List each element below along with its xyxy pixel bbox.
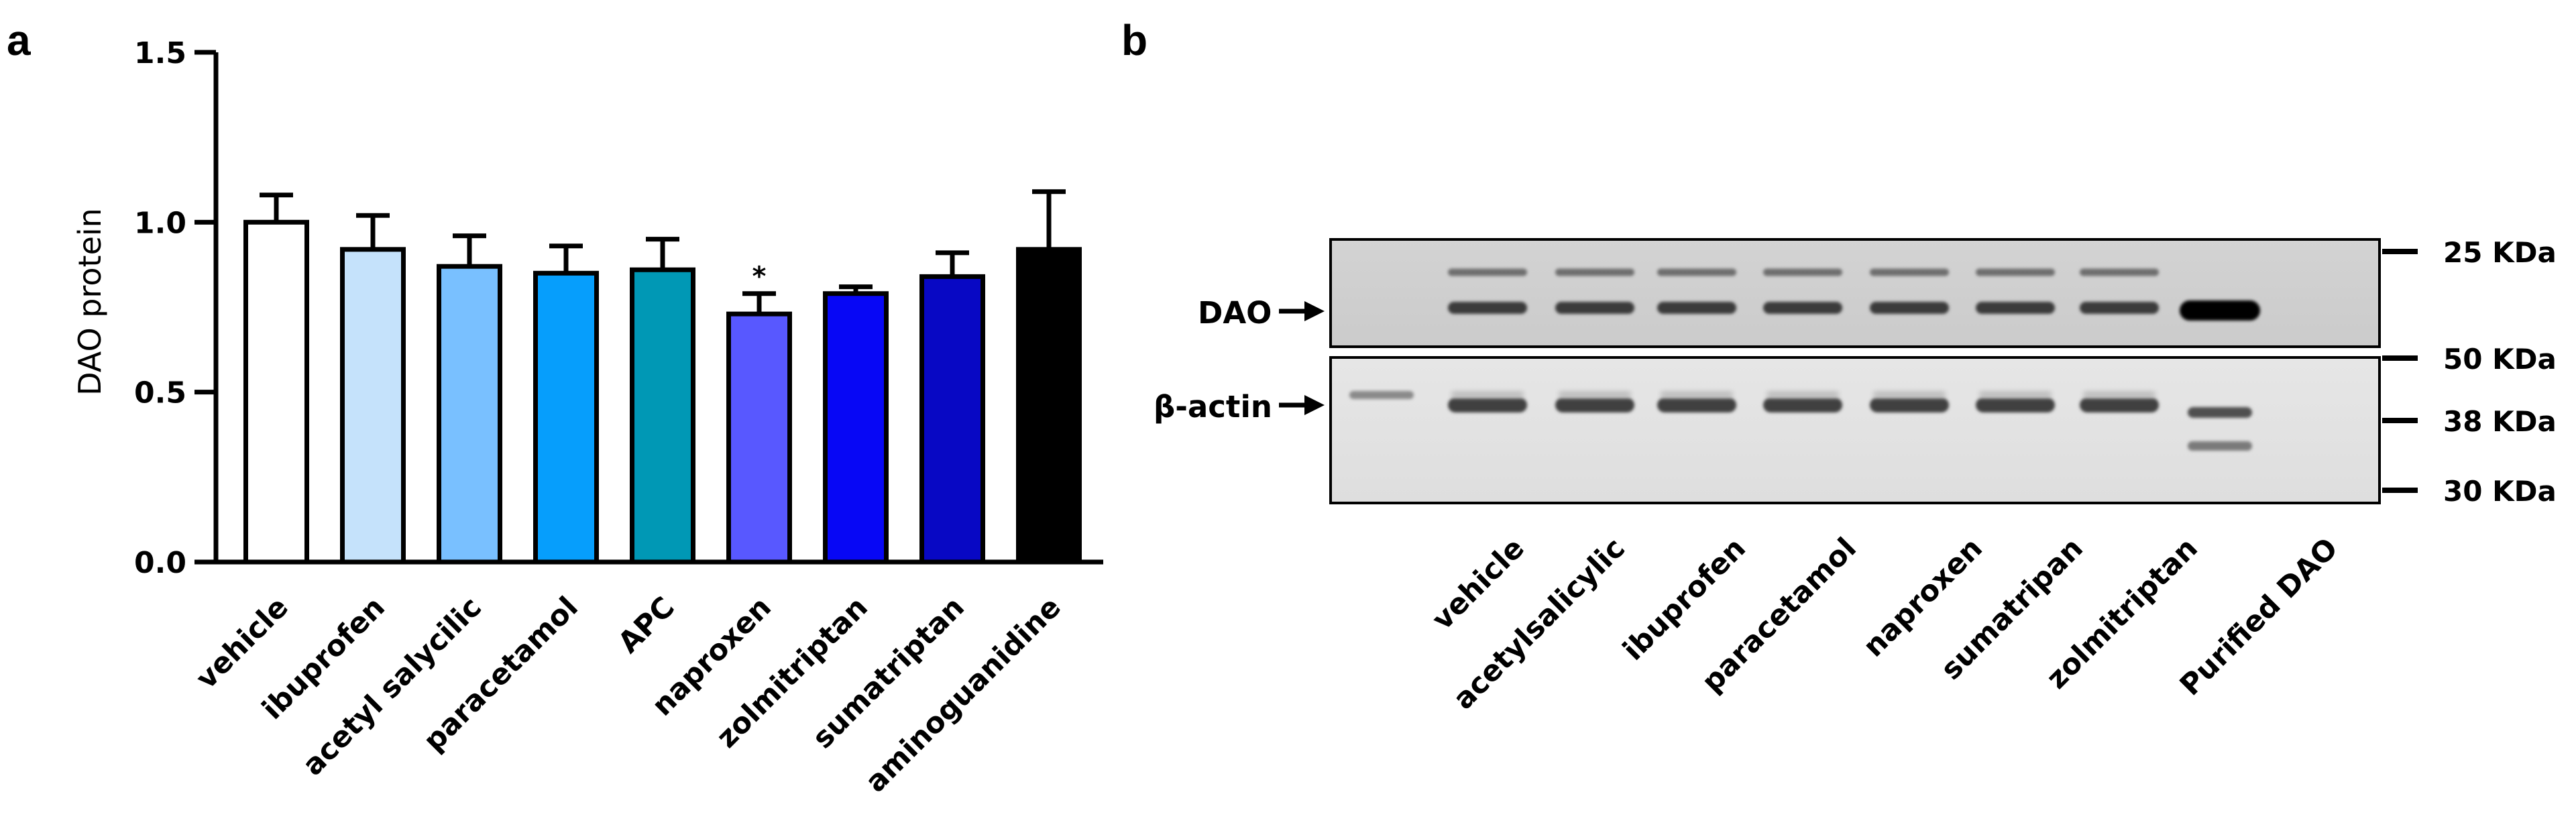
lane-label-acetylsalicylic: acetylsalicylic (1447, 531, 1631, 716)
upper-band (1976, 268, 2055, 276)
purified-lane-band-1 (2188, 407, 2252, 418)
bar-zolmitriptan (823, 291, 889, 565)
bar-naproxen (726, 311, 792, 565)
upper-band (1657, 268, 1736, 276)
y-axis-title: DAO protein (72, 208, 108, 396)
dao-band (1870, 302, 1949, 314)
actin-smear (1979, 392, 2052, 397)
arrow-right-icon (1279, 301, 1325, 321)
dao-band (2080, 302, 2159, 314)
bar-acetyl-salycilic (437, 264, 502, 565)
bar-chart-dao-protein: 0.0 0.5 1.0 1.5 DAO protein * vehicleibupro… (72, 36, 1103, 799)
dao-band (1448, 302, 1527, 314)
actin-smear (1873, 392, 1946, 397)
lane-labels: vehicleacetylsalicylicibuprofenparacetam… (1426, 531, 2345, 716)
dao-band (1763, 302, 1842, 314)
actin-smear (1559, 392, 1631, 397)
actin-band (1657, 398, 1736, 412)
actin-band (1555, 398, 1634, 412)
lane-label-vehicle: vehicle (1426, 531, 1531, 636)
marker-25kda: 25 KDa (2382, 236, 2557, 269)
western-blot: DAO β-actin 25 KDa 50 KDa 38 KDa 30 KDa … (1154, 236, 2557, 716)
dao-band (1657, 302, 1736, 314)
upper-band (1555, 268, 1634, 276)
marker-30kda: 30 KDa (2382, 475, 2557, 508)
svg-text:25 KDa: 25 KDa (2443, 236, 2557, 269)
bar-paracetamol (533, 270, 599, 565)
actin-band-faint (1349, 391, 1414, 399)
row-label-dao: DAO (1198, 295, 1272, 331)
arrow-right-icon (1279, 395, 1325, 415)
actin-band (1976, 398, 2055, 412)
purified-dao-band (2180, 300, 2260, 321)
upper-band (1448, 268, 1527, 276)
dao-bands (1448, 268, 2260, 321)
actin-band (2080, 398, 2159, 412)
dao-band (1976, 302, 2055, 314)
bars: * (243, 189, 1082, 565)
x-label-acetyl-salycilic: acetyl salycilic (296, 590, 488, 782)
actin-band (1870, 398, 1949, 412)
svg-text:38 KDa: 38 KDa (2443, 405, 2557, 438)
y-tick-label: 0.5 (134, 376, 186, 410)
actin-bands (1349, 391, 2252, 451)
dao-band (1555, 302, 1634, 314)
panel-b-letter: b (1121, 16, 1147, 64)
marker-38kda: 38 KDa (2382, 405, 2557, 438)
x-label-apc: APC (612, 590, 681, 659)
actin-membrane (1329, 356, 2381, 504)
upper-band (1870, 268, 1949, 276)
svg-text:50 KDa: 50 KDa (2443, 343, 2557, 376)
bar-aminoguanidine (1016, 247, 1082, 565)
actin-smear (1661, 392, 1733, 397)
actin-band (1763, 398, 1842, 412)
significance-star: * (752, 262, 767, 292)
y-tick-label: 0.0 (134, 546, 186, 580)
bar-sumatriptan (919, 274, 985, 565)
purified-lane-band-2 (2188, 441, 2252, 451)
panel-a-letter: a (7, 16, 31, 64)
bar-apc (630, 267, 695, 565)
row-label-beta-actin: β-actin (1154, 389, 1272, 425)
svg-text:30 KDa: 30 KDa (2443, 475, 2557, 508)
actin-smear (2083, 392, 2155, 397)
dao-membrane (1329, 238, 2381, 348)
actin-band (1448, 398, 1527, 412)
upper-band (2080, 268, 2159, 276)
bar-ibuprofen (340, 247, 406, 565)
bar-vehicle (243, 219, 309, 565)
y-tick-label: 1.0 (134, 206, 186, 240)
marker-50kda: 50 KDa (2382, 343, 2557, 376)
upper-band (1763, 268, 1842, 276)
actin-smear (1451, 392, 1524, 397)
y-tick-label: 1.5 (134, 36, 186, 70)
actin-smear (1767, 392, 1839, 397)
